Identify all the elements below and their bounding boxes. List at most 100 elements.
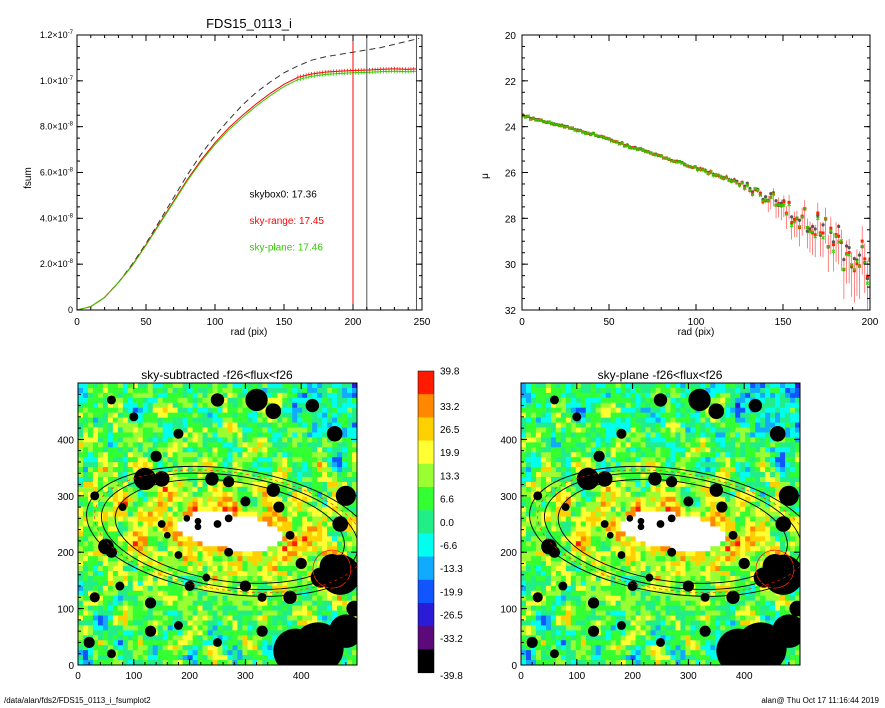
map-pixel [525,383,532,389]
map-pixel [157,392,164,399]
map-pixel [272,575,278,582]
map-pixel [202,383,209,389]
map-pixel [560,383,567,389]
map-pixel [152,561,159,567]
mask-blob [265,403,282,420]
map-pixel [112,645,119,651]
map-pixel [237,620,244,627]
map-pixel [252,566,258,572]
map-pixel [690,387,696,394]
map-pixel [152,605,159,612]
map-pixel [795,422,800,429]
map-pixel [730,422,736,429]
map-pixel [545,417,552,424]
map-pixel [545,422,552,429]
map-pixel [172,561,179,567]
map-pixel [142,432,149,439]
map-pixel [252,541,258,547]
map-pixel [745,427,751,434]
map-pixel [222,417,229,424]
point-skybox0 [790,215,794,219]
map-pixel [785,432,791,439]
map-pixel [127,467,134,473]
map-pixel [232,383,239,389]
map-pixel [167,566,174,572]
map-pixel [700,432,706,439]
map-pixel [580,417,587,424]
map-pixel [212,556,219,562]
map-pixel [167,575,174,582]
map-pixel [87,387,94,394]
map-pixel [117,442,124,448]
map-pixel [127,422,134,429]
map-pixel [87,486,94,493]
map-pixel [765,412,771,419]
map-pixel [142,575,149,582]
map-pixel [187,491,194,498]
map-pixel [530,447,537,453]
map-pixel [232,575,239,582]
map-pixel [247,635,253,641]
map-pixel [735,422,741,429]
map-pixel [232,630,239,636]
map-pixel [167,585,174,592]
map-pixel [142,551,149,557]
map-pixel [317,590,323,597]
map-pixel [352,477,357,483]
map-pixel [122,526,129,533]
map-pixel [645,383,652,389]
map-pixel [620,442,627,448]
point-sky-plane [591,131,596,136]
map-pixel [122,417,129,424]
map-pixel [97,645,104,651]
map-pixel [650,427,657,434]
map-pixel [187,457,194,463]
map-pixel [102,556,109,562]
map-pixel [147,422,154,429]
map-pixel [97,625,104,631]
map-pixel [122,491,129,498]
map-pixel [297,412,303,419]
map-pixel [585,422,592,429]
map-pixel [312,427,318,434]
map-pixel [312,486,318,493]
map-pixel [565,383,572,389]
point-sky-plane [682,162,687,167]
map-pixel [137,412,144,419]
map-pixel [575,422,582,429]
map-pixel [112,457,119,463]
map-pixel [157,486,164,493]
map-pixel [247,546,253,552]
map-pixel [352,407,357,414]
map-pixel [700,422,706,429]
map-pixel [172,610,179,617]
colorbar-swatch [418,649,434,674]
map-pixel [217,531,224,537]
map-pixel [242,610,248,617]
map-pixel [147,427,154,434]
map-pixel [177,511,184,518]
map-pixel [292,481,298,488]
map-pixel [122,402,129,409]
map-pixel [177,635,184,641]
map-pixel [227,412,234,419]
point-sky-plane [787,202,791,207]
map-pixel [127,645,134,651]
map-pixel [257,645,263,651]
map-pixel [297,536,303,542]
map-pixel [570,417,577,424]
map-pixel [267,452,273,458]
map-pixel [540,432,547,439]
map-pixel [222,387,229,394]
map-pixel [197,452,204,458]
map-pixel [545,397,552,404]
map-pixel [277,546,283,552]
map-pixel [222,412,229,419]
map-pixel [227,620,234,627]
map-pixel [347,447,353,453]
map-pixel [347,516,353,523]
map-pixel [575,397,582,404]
map-pixel [322,526,328,533]
map-pixel [112,506,119,513]
